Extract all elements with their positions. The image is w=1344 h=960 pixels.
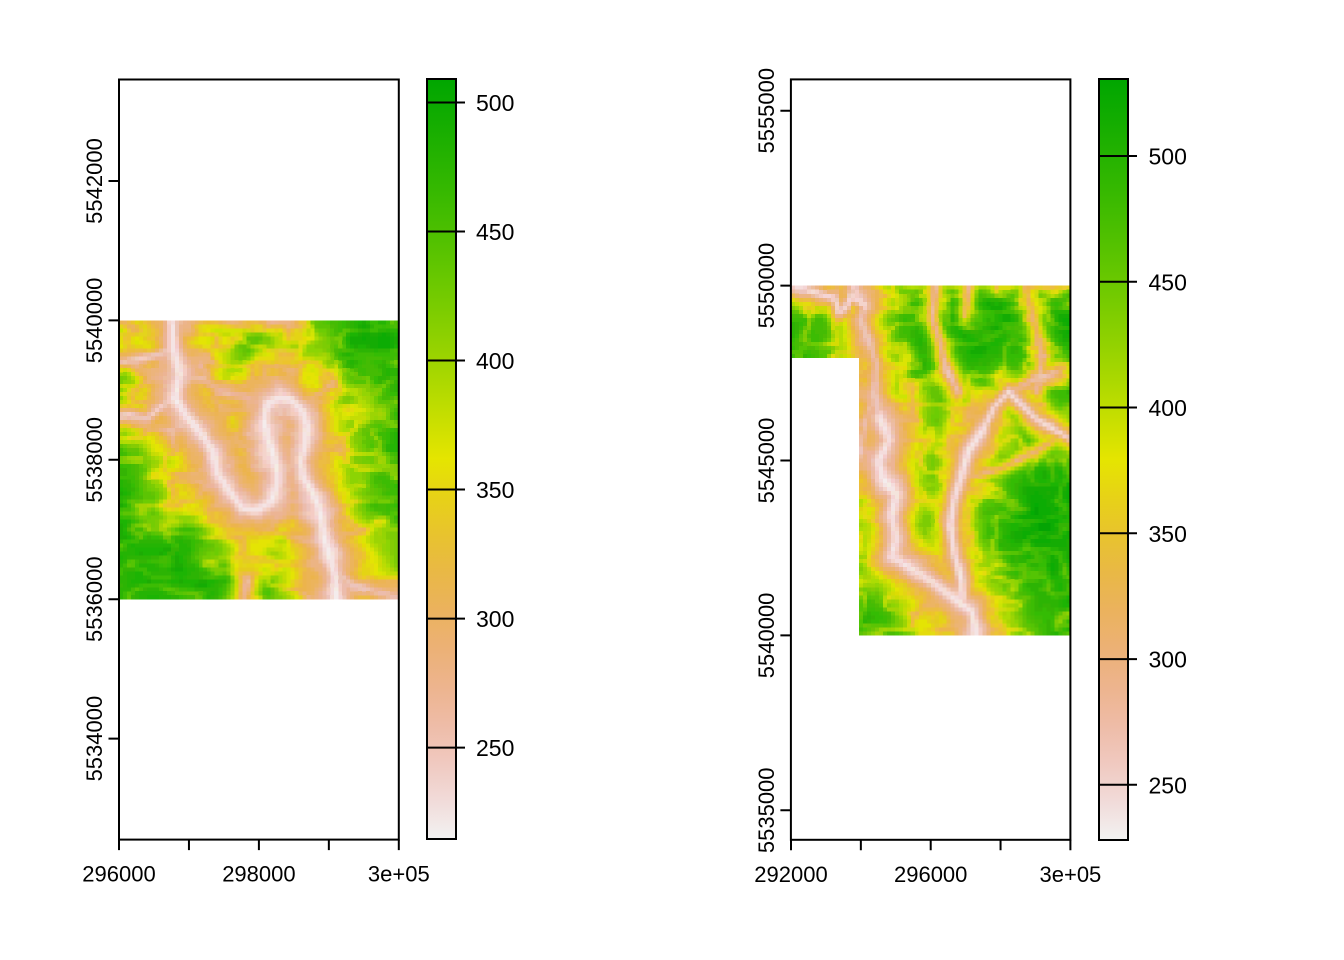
svg-text:450: 450 (476, 219, 514, 245)
svg-text:5536000: 5536000 (82, 556, 107, 642)
svg-text:300: 300 (1149, 647, 1187, 673)
svg-text:400: 400 (476, 348, 514, 374)
svg-text:300: 300 (476, 606, 514, 632)
svg-text:250: 250 (1149, 772, 1187, 798)
svg-text:5550000: 5550000 (754, 243, 779, 329)
svg-text:5545000: 5545000 (754, 418, 779, 504)
svg-text:450: 450 (1149, 269, 1187, 295)
svg-text:296000: 296000 (894, 862, 967, 887)
svg-text:5535000: 5535000 (754, 767, 779, 853)
svg-text:5555000: 5555000 (754, 68, 779, 154)
svg-text:3e+05: 3e+05 (1040, 862, 1102, 887)
svg-text:298000: 298000 (222, 862, 295, 887)
svg-text:5542000: 5542000 (82, 138, 107, 224)
svg-text:5534000: 5534000 (82, 696, 107, 782)
svg-text:5540000: 5540000 (82, 278, 107, 364)
svg-text:5538000: 5538000 (82, 417, 107, 503)
svg-text:500: 500 (476, 90, 514, 116)
svg-text:250: 250 (476, 735, 514, 761)
svg-text:5540000: 5540000 (754, 593, 779, 679)
svg-text:500: 500 (1149, 144, 1187, 170)
svg-text:350: 350 (1149, 521, 1187, 547)
svg-text:292000: 292000 (754, 862, 827, 887)
svg-text:400: 400 (1149, 395, 1187, 421)
svg-text:350: 350 (476, 477, 514, 503)
svg-text:296000: 296000 (82, 862, 155, 887)
svg-text:3e+05: 3e+05 (368, 862, 430, 887)
